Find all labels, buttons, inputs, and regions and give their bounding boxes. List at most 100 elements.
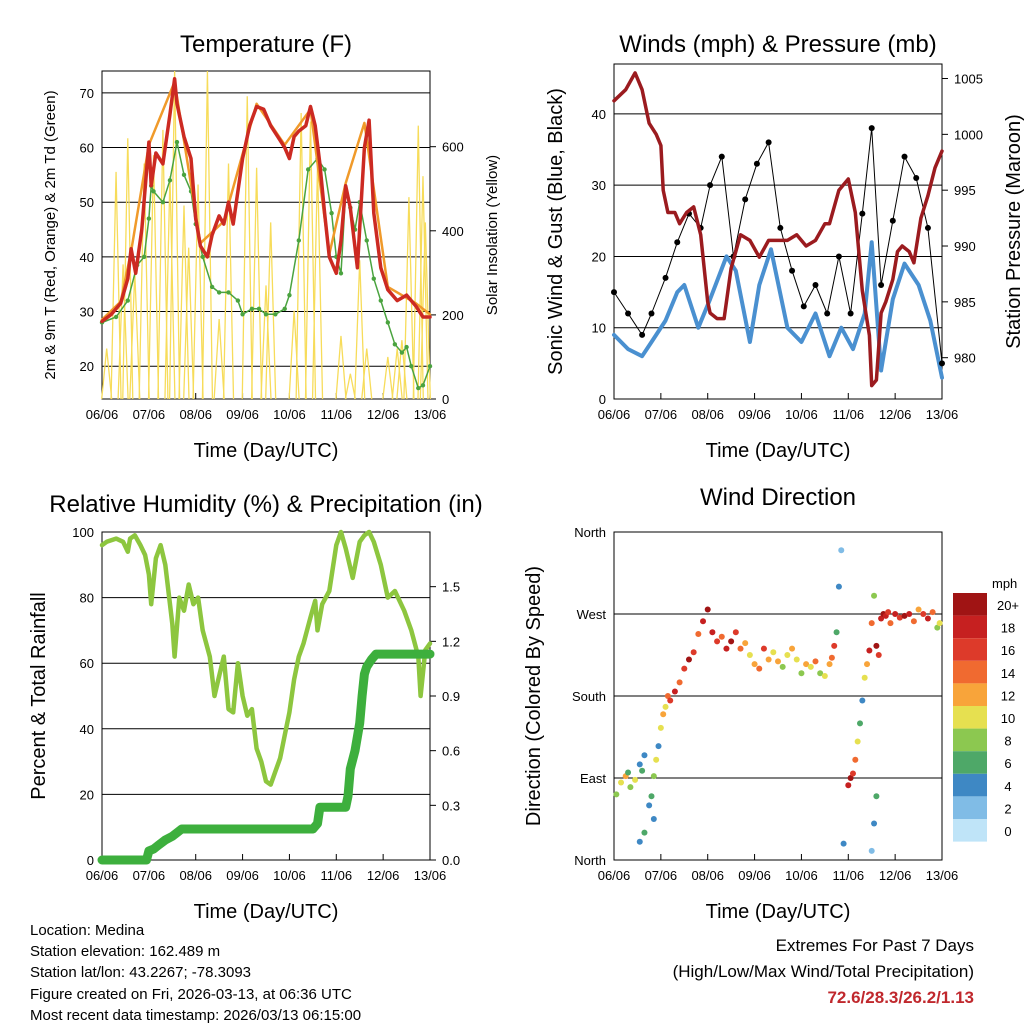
y-tick-label: 20 [80, 359, 94, 374]
direction-point [798, 670, 805, 677]
direction-point [664, 693, 671, 699]
x-tick-label: 12/06 [367, 407, 400, 422]
direction-point [821, 672, 828, 679]
direction-point [871, 820, 878, 827]
direction-point [723, 645, 730, 652]
direction-point [737, 645, 744, 652]
x-tick-label: 07/06 [645, 407, 678, 422]
direction-point [657, 724, 664, 731]
direction-point [812, 658, 819, 665]
x-tick-label: 09/06 [738, 407, 771, 422]
legend-swatch [953, 728, 987, 752]
direction-point [646, 802, 653, 809]
legend-label: 16 [1001, 643, 1015, 658]
y-tick-label: West [577, 607, 607, 622]
legend-label: 18 [1001, 621, 1015, 636]
direction-point [854, 738, 861, 745]
x-tick-label: 13/06 [414, 407, 447, 422]
legend-label: 0 [1004, 824, 1011, 839]
solar-spike [417, 176, 429, 400]
direction-point [636, 761, 643, 768]
solar-spike [396, 340, 408, 400]
direction-point [667, 697, 674, 704]
y-tick-label: 20 [80, 787, 94, 802]
direction-point [920, 611, 927, 617]
y2-tick-label: 200 [442, 308, 464, 323]
x-tick-label: 08/06 [691, 407, 724, 422]
solar-spike [344, 373, 356, 400]
x-tick-label: 07/06 [133, 868, 166, 883]
direction-point [641, 829, 648, 836]
x-axis-label-2: Time (Day/UTC) [194, 901, 339, 923]
x-tick-label: 10/06 [785, 868, 818, 883]
direction-point [901, 612, 908, 619]
solar-spike [122, 138, 134, 400]
direction-point [641, 752, 648, 759]
direction-point [639, 767, 646, 774]
station-info: Location: Medina Station elevation: 162.… [30, 920, 361, 1026]
direction-point [676, 679, 683, 686]
direction-point [700, 618, 707, 625]
solar-spike [213, 319, 225, 400]
direction-point [793, 656, 800, 663]
y-tick-label: 30 [592, 178, 606, 193]
y-tick-label: 60 [80, 656, 94, 671]
direction-point [728, 638, 735, 645]
direction-point [817, 670, 824, 677]
rainfall-line [97, 649, 435, 865]
x-tick-label: 11/06 [832, 407, 864, 422]
direction-point [929, 609, 936, 616]
direction-point [910, 618, 917, 625]
direction-point [648, 793, 655, 800]
y-tick-label: 30 [80, 305, 94, 320]
solar-spike [265, 222, 277, 400]
x-tick-label: 10/06 [273, 868, 306, 883]
extremes-values: 72.6/28.3/26.2/1.13 [827, 988, 974, 1007]
direction-point [746, 652, 753, 658]
y2-axis-label-1: Station Pressure (Maroon) [1003, 114, 1024, 349]
solar-spike [382, 356, 394, 400]
direction-point [875, 652, 882, 658]
solar-spike [138, 163, 150, 400]
direction-point [833, 629, 840, 636]
direction-point [838, 547, 845, 554]
x-tick-label: 10/06 [785, 407, 818, 422]
y2-tick-label: 1.5 [442, 580, 460, 595]
direction-point [681, 665, 688, 672]
direction-point [896, 614, 903, 621]
direction-point [613, 791, 620, 798]
y2-tick-label: 400 [442, 224, 464, 239]
y-tick-label: 10 [592, 321, 606, 336]
x-tick-label: 10/06 [273, 407, 306, 422]
y2-tick-label: 1000 [954, 127, 983, 142]
y-axis-label-1: Sonic Wind & Gust (Blue, Black) [545, 88, 567, 375]
legend-swatch [953, 773, 987, 797]
direction-point [653, 756, 660, 763]
solar-spike [241, 96, 253, 400]
gust-line [613, 127, 943, 364]
x-tick-label: 07/06 [645, 868, 678, 883]
y-axis-label-0: 2m & 9m T (Red, Orange) & 2m Td (Green) [42, 90, 59, 379]
direction-point [779, 663, 786, 670]
y2-tick-label: 0.0 [442, 853, 460, 868]
solar-spike [361, 348, 373, 400]
direction-point [660, 711, 667, 718]
solar-spike [288, 310, 300, 400]
x-tick-label: 08/06 [179, 868, 212, 883]
y2-axis-label-0: Solar Insolation (Yellow) [484, 155, 501, 315]
x-tick-label: 13/06 [414, 868, 447, 883]
direction-point [671, 688, 678, 695]
direction-point [835, 583, 842, 590]
legend-swatch [953, 615, 987, 639]
direction-point [936, 620, 943, 627]
extremes-summary: Extremes For Past 7 Days (High/Low/Max W… [673, 933, 974, 1011]
direction-point [873, 793, 880, 800]
direction-point [807, 663, 814, 670]
direction-point [831, 642, 838, 649]
y2-tick-label: 0.3 [442, 798, 460, 813]
y2-tick-label: 0.6 [442, 744, 460, 759]
solar-spike [419, 222, 431, 400]
direction-point [934, 624, 941, 631]
direction-point [718, 633, 725, 640]
solar-spike [183, 247, 195, 400]
